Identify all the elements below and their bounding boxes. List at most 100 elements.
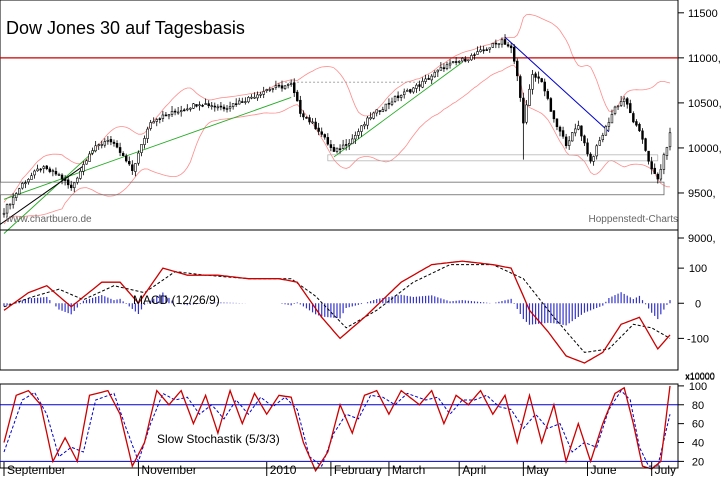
candle-body [598,140,601,146]
candle-body [121,153,125,157]
candle-body [574,128,577,134]
candle-body [433,72,436,78]
candle-body [262,91,265,95]
candle-body [344,144,348,146]
candle-body [543,81,546,92]
macd-line [3,260,671,364]
candle-body [626,98,629,105]
candle-body [274,85,278,88]
candle-body [512,46,516,62]
candle-body [57,174,61,176]
stochastic-tick-label: 80 [692,400,704,412]
candle-body [418,84,421,87]
macd-tick-label: -100 [687,333,709,345]
candle-body [647,150,650,162]
candle-body [470,55,473,61]
candle-body [656,173,659,180]
candle-body [283,85,287,89]
candle-body [176,111,180,114]
candle-body [592,156,595,162]
candle-body [369,117,372,120]
candle-body [448,62,452,66]
stochastic-signal-line [3,389,671,467]
candle-body [152,121,155,124]
candle-body [198,104,201,107]
candle-body [143,138,146,145]
candle-body [103,141,107,146]
candle-body [112,141,116,144]
price-tick-label: 10000, [688,143,722,155]
trendline-black [0,165,84,225]
candle-body [97,144,100,146]
bollinger-upper [3,13,671,203]
candle-body [479,49,482,52]
candle-body [430,75,433,81]
candle-body [265,89,268,91]
candle-body [558,126,562,132]
candle-body [586,142,589,155]
candle-body [69,184,73,189]
candle-body [442,67,446,70]
candle-body [589,153,592,162]
candle-body [665,147,669,156]
candle-body [329,144,333,148]
candle-body [51,170,55,172]
stochastic-line [3,385,671,473]
candle-body [189,107,192,110]
stochastic-tick-label: 60 [692,419,704,431]
candle-body [179,110,183,113]
candle-body [30,175,33,180]
candle-body [158,118,162,120]
macd-signal-line [3,264,671,353]
candle-body [635,121,638,126]
candle-body [546,91,550,99]
candle-body [473,54,476,56]
candle-body [63,178,67,181]
candle-body [629,103,632,114]
candle-body [375,109,378,114]
candle-body [36,168,39,172]
chart-title: Dow Jones 30 auf Tagesbasis [6,18,245,38]
candle-body [415,84,418,89]
candle-body [124,155,128,162]
candle-body [668,132,672,148]
candle-body [311,121,314,124]
candle-body [39,168,42,171]
candle-body [390,101,394,105]
candle-body [134,163,137,172]
candle-body [378,110,381,112]
candle-body [60,174,64,180]
candle-body [516,60,519,77]
candle-body [424,78,427,82]
candle-body [299,99,302,114]
candle-body [540,78,543,83]
price-tick-label: 10500, [688,98,722,110]
candle-body [18,188,21,195]
candle-body [15,193,18,198]
trendline-green-short [3,149,96,234]
month-label: April [462,463,486,476]
candle-body [387,102,391,105]
support-box [0,181,665,196]
candle-body [204,103,207,105]
candle-body [653,167,656,174]
candle-body [231,103,235,107]
candle-body [195,104,198,107]
candle-body [506,44,510,47]
candle-body [323,134,326,138]
provider-annotation: Hoppenstedt-Charts [589,214,679,225]
candle-body [164,114,168,117]
candle-body [8,203,12,206]
candle-body [146,128,149,139]
candle-body [662,154,666,170]
candle-body [21,183,24,189]
candle-body [552,110,556,120]
stochastic-tick-label: 40 [692,438,704,450]
candle-body [454,61,458,63]
candle-body [302,113,305,118]
candle-body [27,179,30,183]
candle-body [366,117,369,126]
trendline-green-long [3,97,292,200]
candle-body [73,182,76,189]
candle-body [644,138,647,151]
